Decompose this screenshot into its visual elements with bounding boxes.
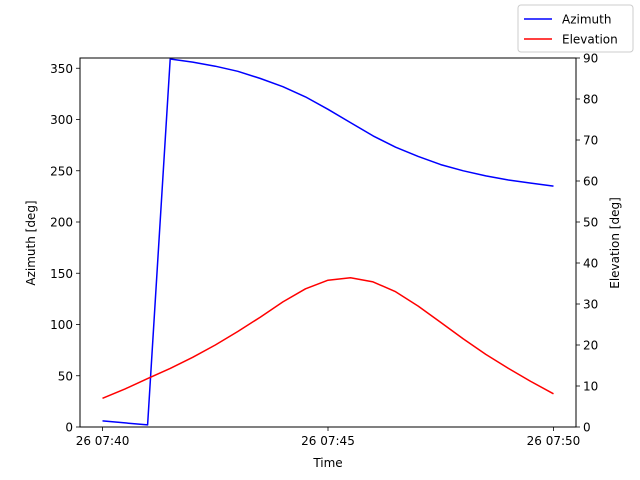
x-axis-label: Time — [312, 456, 342, 470]
legend-label-azimuth: Azimuth — [562, 13, 611, 27]
y-right-tick-label: 20 — [583, 339, 598, 353]
x-axis: 26 07:40 26 07:45 26 07:50 — [76, 427, 581, 448]
series-layer — [102, 58, 554, 426]
x-tick-label: 26 07:40 — [76, 434, 130, 448]
y-right-tick-label: 70 — [583, 134, 598, 148]
y-right-tick-label: 60 — [583, 175, 598, 189]
y-right-tick-label: 50 — [583, 216, 598, 230]
y-left-tick-label: 300 — [50, 113, 73, 127]
series-line-elevation — [102, 277, 554, 399]
y-left-tick-label: 100 — [50, 318, 73, 332]
y-right-tick-label: 30 — [583, 298, 598, 312]
y-left-tick-label: 250 — [50, 164, 73, 178]
x-tick-label: 26 07:45 — [301, 434, 355, 448]
y-right-tick-label: 40 — [583, 257, 598, 271]
y-right-tick-label: 10 — [583, 380, 598, 394]
y-left-tick-label: 50 — [58, 369, 73, 383]
legend: Azimuth Elevation — [517, 4, 634, 53]
legend-frame — [517, 4, 634, 53]
x-tick-label: 26 07:50 — [527, 434, 581, 448]
y-axis-left: 0 50 100 150 200 250 300 350 — [50, 62, 80, 435]
y-axis-right-label: Elevation [deg] — [608, 197, 622, 289]
legend-label-elevation: Elevation — [562, 33, 618, 47]
y-right-tick-label: 90 — [583, 52, 598, 66]
y-left-tick-label: 150 — [50, 267, 73, 281]
y-left-tick-label: 0 — [65, 421, 73, 435]
y-axis-right: 0 10 20 30 40 50 60 70 80 90 — [576, 52, 598, 435]
series-line-azimuth — [102, 58, 554, 426]
y-right-tick-label: 0 — [583, 421, 591, 435]
y-left-tick-label: 200 — [50, 216, 73, 230]
y-left-tick-label: 350 — [50, 62, 73, 76]
y-right-tick-label: 80 — [583, 93, 598, 107]
y-axis-left-label: Azimuth [deg] — [24, 200, 38, 285]
